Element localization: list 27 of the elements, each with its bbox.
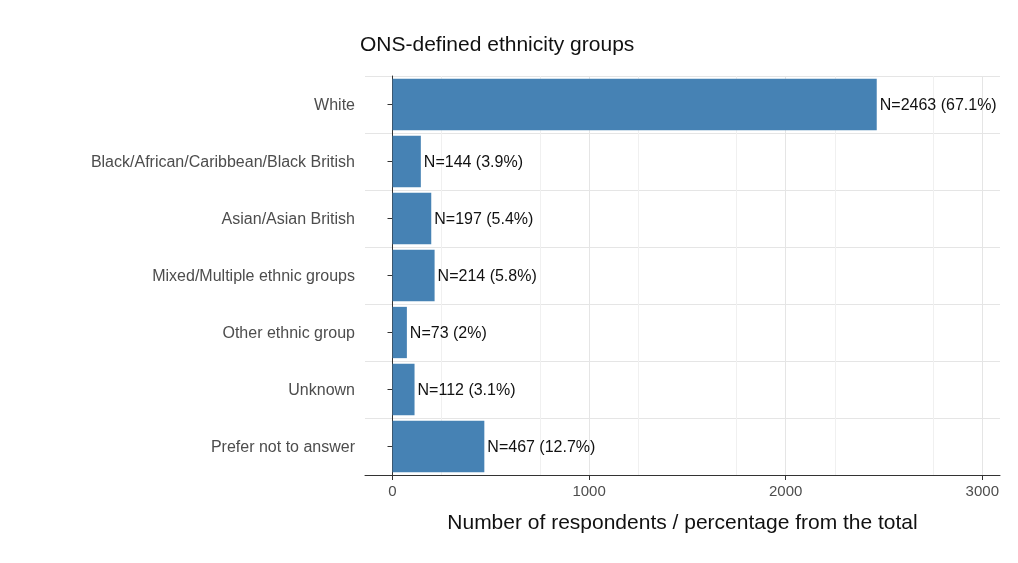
data-label: N=144 (3.9%) [423, 153, 523, 170]
data-label: N=197 (5.4%) [434, 210, 534, 227]
y-tick-label: White [314, 96, 356, 113]
x-axis-title: Number of respondents / percentage from the total [447, 510, 918, 533]
y-tick-label: Prefer not to answer [210, 438, 356, 455]
bar [392, 363, 415, 416]
x-tick-label: 0 [388, 482, 397, 499]
bar [392, 135, 421, 188]
data-label: N=73 (2%) [409, 324, 487, 341]
data-label: N=112 (3.1%) [417, 381, 516, 398]
y-tick-label: Mixed/Multiple ethnic groups [152, 267, 355, 284]
bar [392, 420, 485, 473]
data-label: N=214 (5.8%) [437, 267, 537, 284]
y-tick-label: Black/African/Caribbean/Black British [90, 153, 355, 170]
x-tick-label: 1000 [572, 482, 606, 499]
y-tick-label: Asian/Asian British [221, 210, 355, 227]
x-tick-label: 3000 [965, 482, 999, 499]
bar [392, 249, 435, 302]
data-label: N=467 (12.7%) [487, 438, 596, 455]
bar [392, 78, 877, 131]
chart-title: ONS-defined ethnicity groups [360, 32, 635, 55]
y-tick-label: Unknown [288, 381, 355, 398]
data-label: N=2463 (67.1%) [879, 96, 997, 113]
bar [392, 306, 407, 359]
y-tick-label: Other ethnic group [222, 324, 356, 341]
bar [392, 192, 432, 245]
x-tick-label: 2000 [769, 482, 803, 499]
